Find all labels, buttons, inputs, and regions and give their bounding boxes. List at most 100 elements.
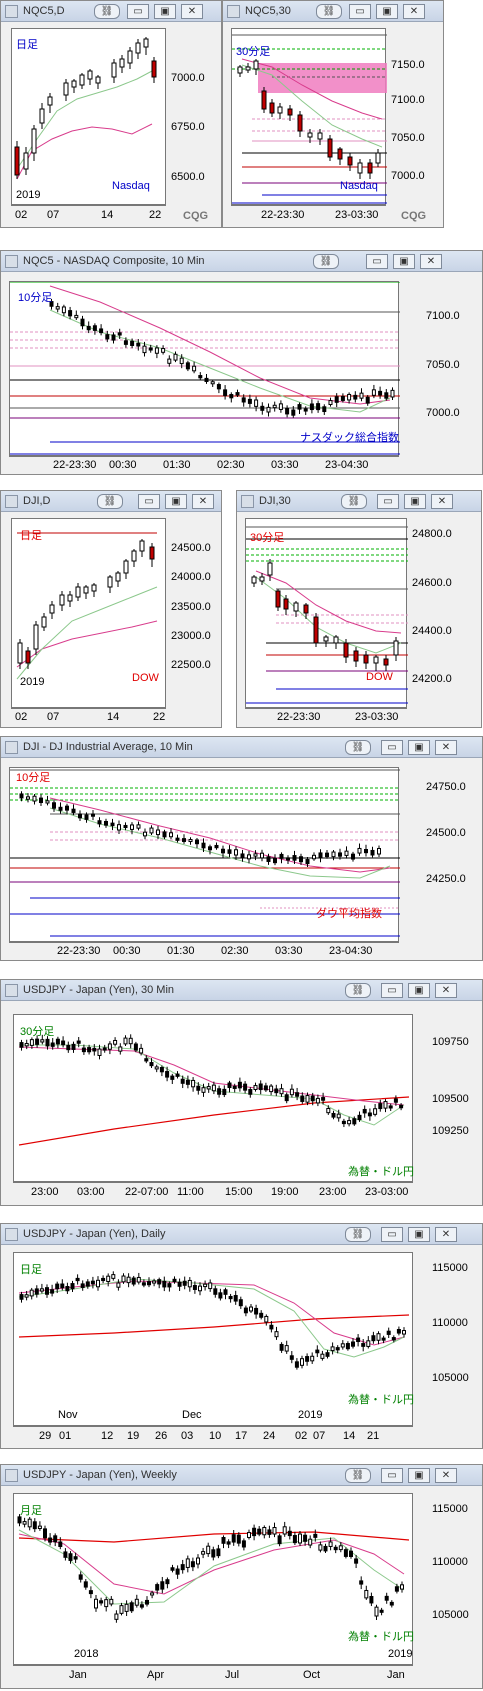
close-icon[interactable]: ✕: [435, 740, 457, 755]
minimize-icon[interactable]: ▭: [377, 494, 399, 509]
x-tick-label: 22-23:30: [53, 459, 97, 471]
candle-body: [160, 1581, 165, 1590]
minimize-icon[interactable]: ▭: [349, 4, 371, 19]
timeframe-label: 日足: [16, 39, 38, 51]
close-icon[interactable]: ✕: [435, 983, 457, 998]
plot-area[interactable]: 30分足 DOW: [245, 518, 408, 708]
close-icon[interactable]: ✕: [420, 254, 442, 269]
x-tick-label: 22-23:30: [261, 209, 305, 221]
candle-body: [190, 1561, 195, 1568]
candle-body: [376, 1333, 381, 1341]
candle-body: [105, 334, 110, 340]
candle-body: [162, 831, 167, 838]
plot-area[interactable]: 日足 DOW 2019: [11, 518, 166, 708]
chart-window-dji-30[interactable]: DJI,30 ⛓ ▭ ▣ ✕: [236, 490, 482, 728]
candle-body: [142, 345, 147, 354]
candle-body: [19, 1042, 24, 1048]
restore-icon[interactable]: ▣: [376, 4, 398, 19]
candle-body: [359, 392, 364, 399]
window-title-bar[interactable]: USDJPY - Japan (Yen), 30 Min ⛓ ▭ ▣ ✕: [1, 980, 482, 1001]
window-title-bar[interactable]: USDJPY - Japan (Yen), Weekly ⛓ ▭ ▣ ✕: [1, 1465, 482, 1486]
plot-area[interactable]: 日足 Nasdaq 2019: [11, 28, 166, 205]
chart-window-nq-daily[interactable]: NQC5,D ⛓ ▭ ▣ ✕: [0, 0, 222, 228]
minimize-icon[interactable]: ▭: [381, 1468, 403, 1483]
minimize-icon[interactable]: ▭: [366, 254, 388, 269]
plot-area[interactable]: 10分足 ナスダック総合指数: [9, 281, 400, 456]
link-icon[interactable]: ⛓: [97, 494, 123, 509]
candle-body: [383, 1101, 388, 1109]
link-icon[interactable]: ⛓: [94, 4, 120, 19]
window-title-bar[interactable]: DJI,D ⛓ ▭ ▣ ✕: [1, 491, 221, 512]
window-title-bar[interactable]: NQC5,30 ⛓ ▭ ▣ ✕: [223, 1, 443, 22]
timeframe-label: 10分足: [18, 292, 53, 304]
candle-body: [134, 1598, 139, 1606]
chart-window-nq-10min[interactable]: NQC5 - NASDAQ Composite, 10 Min ⛓ ▭ ▣ ✕ …: [0, 250, 483, 475]
chart-window-usdjpy-30min[interactable]: USDJPY - Japan (Yen), 30 Min ⛓ ▭ ▣ ✕ 30分…: [0, 979, 483, 1206]
window-title-bar[interactable]: NQC5 - NASDAQ Composite, 10 Min ⛓ ▭ ▣ ✕: [1, 251, 482, 272]
chart-window-dji-daily[interactable]: DJI,D ⛓ ▭ ▣ ✕: [0, 490, 222, 728]
chart-window-usdjpy-daily[interactable]: USDJPY - Japan (Yen), Daily ⛓ ▭ ▣ ✕ 日足 為…: [0, 1223, 483, 1449]
close-icon[interactable]: ✕: [181, 4, 203, 19]
y-tick-label: 24600.0: [412, 577, 452, 589]
minimize-icon[interactable]: ▭: [381, 740, 403, 755]
window-title-bar[interactable]: USDJPY - Japan (Yen), Daily ⛓ ▭ ▣ ✕: [1, 1224, 482, 1245]
link-icon[interactable]: ⛓: [345, 983, 371, 998]
minimize-icon[interactable]: ▭: [381, 983, 403, 998]
candle-body: [76, 1040, 81, 1044]
chart-window-nq-30[interactable]: NQC5,30 ⛓ ▭ ▣ ✕: [222, 0, 444, 228]
candle-body: [148, 347, 153, 351]
minimize-icon[interactable]: ▭: [381, 1227, 403, 1242]
candle-body: [330, 1346, 335, 1352]
link-icon[interactable]: ⛓: [345, 1227, 371, 1242]
link-icon[interactable]: ⛓: [345, 1468, 371, 1483]
candle-body: [97, 820, 102, 825]
candle-body: [136, 342, 141, 347]
candle-body: [279, 1343, 284, 1351]
restore-icon[interactable]: ▣: [165, 494, 187, 509]
candle-body: [325, 1352, 330, 1357]
candle-body: [118, 1046, 123, 1052]
minimize-icon[interactable]: ▭: [127, 4, 149, 19]
candle-body: [70, 1283, 75, 1290]
candle-body: [167, 358, 172, 364]
window-title-bar[interactable]: DJI,30 ⛓ ▭ ▣ ✕: [237, 491, 481, 512]
chart-app-icon: [5, 255, 18, 268]
chart-window-dji-10min[interactable]: DJI - DJ Industrial Average, 10 Min ⛓ ▭ …: [0, 736, 483, 961]
close-icon[interactable]: ✕: [435, 1227, 457, 1242]
restore-icon[interactable]: ▣: [408, 740, 430, 755]
candle-body: [19, 1294, 24, 1300]
close-icon[interactable]: ✕: [192, 494, 214, 509]
plot-area[interactable]: 30分足 Nasdaq: [231, 28, 387, 205]
candle-body: [60, 1283, 65, 1289]
y-axis: 7100.0 7050.0 7000.0: [400, 281, 482, 456]
restore-icon[interactable]: ▣: [404, 494, 426, 509]
candle-body: [221, 1537, 226, 1544]
restore-icon[interactable]: ▣: [408, 983, 430, 998]
window-title-bar[interactable]: DJI - DJ Industrial Average, 10 Min ⛓ ▭ …: [1, 737, 482, 758]
link-icon[interactable]: ⛓: [313, 254, 339, 269]
close-icon[interactable]: ✕: [403, 4, 425, 19]
window-title-bar[interactable]: NQC5,D ⛓ ▭ ▣ ✕: [1, 1, 221, 22]
restore-icon[interactable]: ▣: [154, 4, 176, 19]
link-icon[interactable]: ⛓: [345, 740, 371, 755]
plot-area[interactable]: 月足 為替・ドル円 2018 2019: [13, 1493, 414, 1665]
chart-app-icon: [5, 741, 18, 754]
plot-area[interactable]: 30分足 為替・ドル円: [13, 1014, 414, 1182]
close-icon[interactable]: ✕: [435, 1468, 457, 1483]
restore-icon[interactable]: ▣: [408, 1227, 430, 1242]
restore-icon[interactable]: ▣: [393, 254, 415, 269]
link-icon[interactable]: ⛓: [316, 4, 342, 19]
x-axis: 22-23:30 00:30 01:30 02:30 03:30 23-04:3…: [9, 942, 399, 960]
link-icon[interactable]: ⛓: [341, 494, 367, 509]
candle-body: [347, 1120, 352, 1125]
close-icon[interactable]: ✕: [431, 494, 453, 509]
candle-body: [351, 853, 355, 860]
minimize-icon[interactable]: ▭: [138, 494, 160, 509]
chart-window-usdjpy-weekly[interactable]: USDJPY - Japan (Yen), Weekly ⛓ ▭ ▣ ✕ 月足 …: [0, 1464, 483, 1689]
candle-body: [106, 1275, 111, 1282]
candle-body: [351, 1341, 355, 1347]
candle-body: [333, 1546, 338, 1551]
plot-area[interactable]: 日足 為替・ドル円 Nov Dec 2019: [13, 1252, 414, 1426]
restore-icon[interactable]: ▣: [408, 1468, 430, 1483]
plot-area[interactable]: 10分足 ダウ平均指数: [9, 767, 400, 942]
